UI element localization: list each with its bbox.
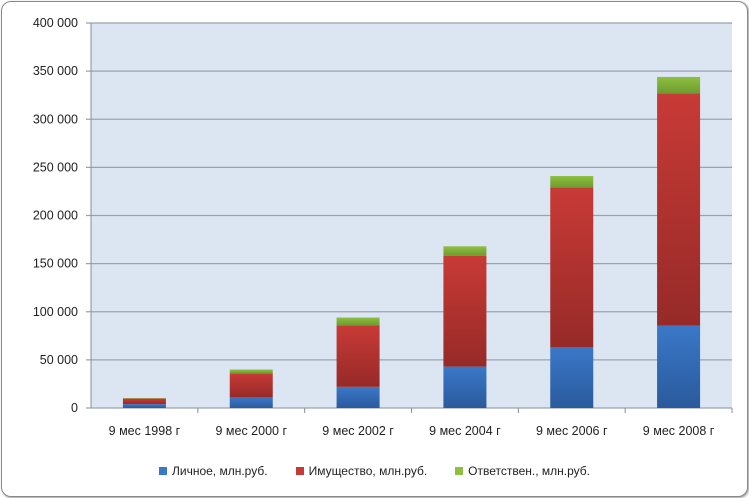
bar-segment [443,246,487,256]
bar-segment [229,373,273,398]
bar-segment [550,176,594,188]
bar-segment [229,397,273,408]
y-tick-label: 0 [71,401,78,415]
bar-segment [336,317,380,326]
legend-label-property: Имущество, млн.руб. [308,464,428,478]
bar-segment [122,404,166,408]
x-tick-label: 9 мес 2000 г [215,424,287,438]
legend-item-property: Имущество, млн.руб. [295,464,428,478]
bar-segment [229,369,273,374]
y-tick-label: 100 000 [33,305,78,319]
bar-segment [336,386,380,408]
bar-segment [122,398,166,405]
legend-label-personal: Личное, млн.руб. [171,464,268,478]
y-tick-label: 250 000 [33,160,78,174]
x-tick-label: 9 мес 1998 г [109,424,181,438]
x-tick-label: 9 мес 2004 г [429,424,501,438]
y-tick-label: 200 000 [33,209,78,223]
y-tick-label: 50 000 [40,353,78,367]
bar-segment [550,187,594,348]
y-tick-label: 150 000 [33,257,78,271]
x-tick-label: 9 мес 2006 г [536,424,608,438]
bar-segment [443,366,487,408]
legend-item-personal: Личное, млн.руб. [158,464,268,478]
legend-item-liability: Ответствен., млн.руб. [455,464,590,478]
y-tick-label: 350 000 [33,64,78,78]
x-tick-label: 9 мес 2002 г [322,424,394,438]
legend-swatch-personal [158,467,167,475]
legend-label-liability: Ответствен., млн.руб. [468,464,590,478]
bar-segment [336,325,380,387]
legend-swatch-property [295,467,304,475]
x-tick-label: 9 мес 2008 г [643,424,715,438]
stacked-bar-chart: 0 50 000 100 000 150 000 200 000 250 000 300 0… [33,16,733,438]
legend: Личное, млн.руб. Имущество, млн.руб. Отв… [2,464,747,478]
bar-segment [657,76,701,94]
bar-segment [443,255,487,367]
legend-swatch-liability [455,467,464,475]
bar-segment [657,93,701,326]
bar-segment [657,325,701,408]
y-tick-label: 400 000 [33,16,78,30]
bar-segment [550,347,594,408]
y-tick-label: 300 000 [33,112,78,126]
